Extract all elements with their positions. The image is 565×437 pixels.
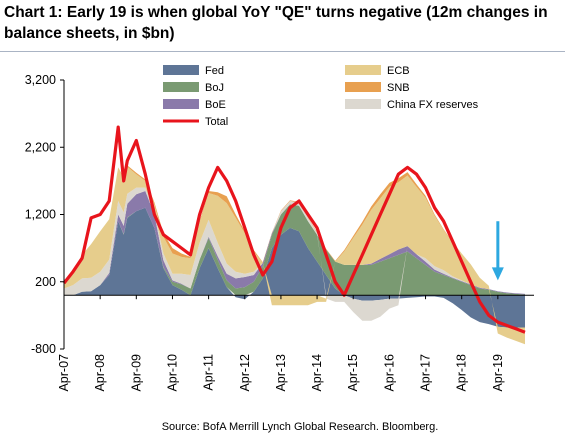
x-tick-label: Apr-18 xyxy=(455,354,469,392)
title-divider xyxy=(0,51,565,52)
x-tick-label: Apr-15 xyxy=(346,354,360,392)
legend-label: China FX reserves xyxy=(387,99,479,111)
legend-entry-boj: BoJ xyxy=(163,82,224,94)
x-tick-label: Apr-08 xyxy=(93,354,107,392)
legend-label: Total xyxy=(205,116,228,128)
plot-area xyxy=(62,125,526,345)
y-tick-label: 3,200 xyxy=(25,73,56,87)
legend-entry-boe: BoE xyxy=(163,99,226,111)
x-tick-label: Apr-09 xyxy=(129,354,143,392)
legend-label: SNB xyxy=(387,82,410,94)
legend-swatch xyxy=(345,82,381,92)
legend-swatch xyxy=(163,99,199,109)
y-tick-label: -800 xyxy=(31,342,56,356)
y-tick-label: 200 xyxy=(35,275,56,289)
chart-title: Chart 1: Early 19 is when global YoY "QE… xyxy=(4,4,548,42)
legend-entry-ecb: ECB xyxy=(345,65,410,77)
x-tick-label: Apr-19 xyxy=(491,354,505,392)
series-line-total xyxy=(62,125,526,334)
x-tick-label: Apr-10 xyxy=(165,354,179,392)
legend-swatch xyxy=(163,65,199,75)
source-note: Source: BofA Merrill Lynch Global Resear… xyxy=(162,421,439,433)
x-tick-label: Apr-14 xyxy=(310,354,324,392)
x-tick-label: Apr-12 xyxy=(238,354,252,392)
x-tick-label: Apr-16 xyxy=(382,354,396,392)
x-tick-label: Apr-13 xyxy=(274,354,288,392)
annotation-arrow xyxy=(491,221,504,281)
area-fed xyxy=(64,207,525,328)
area-boj xyxy=(64,204,525,296)
y-tick-label: 2,200 xyxy=(25,140,56,154)
legend-label: BoJ xyxy=(205,82,224,94)
chart-canvas: Fed ECB BoJ SNB BoE China FX reserves Total -8… xyxy=(25,65,534,433)
legend-entry-china-fx-reserves: China FX reserves xyxy=(345,99,479,111)
y-tick-label: 1,200 xyxy=(25,208,56,222)
x-tick-label: Apr-17 xyxy=(419,354,433,392)
legend-label: BoE xyxy=(205,99,226,111)
x-tick-label: Apr-07 xyxy=(57,354,71,392)
legend-swatch xyxy=(345,65,381,75)
legend-swatch xyxy=(345,99,381,109)
legend-entry-fed: Fed xyxy=(163,65,224,77)
axes: -800 200 1,200 2,200 3,200 Apr-07 Apr-08 Apr-09… xyxy=(25,73,534,392)
legend-label: Fed xyxy=(205,65,224,77)
legend-entry-snb: SNB xyxy=(345,82,410,94)
legend: Fed ECB BoJ SNB BoE China FX reserves Total xyxy=(163,65,479,128)
legend-label: ECB xyxy=(387,65,410,77)
arrow-head xyxy=(491,267,504,281)
x-tick-label: Apr-11 xyxy=(202,354,216,391)
legend-entry-total: Total xyxy=(163,116,228,128)
legend-swatch xyxy=(163,82,199,92)
area-ecb xyxy=(64,166,525,345)
